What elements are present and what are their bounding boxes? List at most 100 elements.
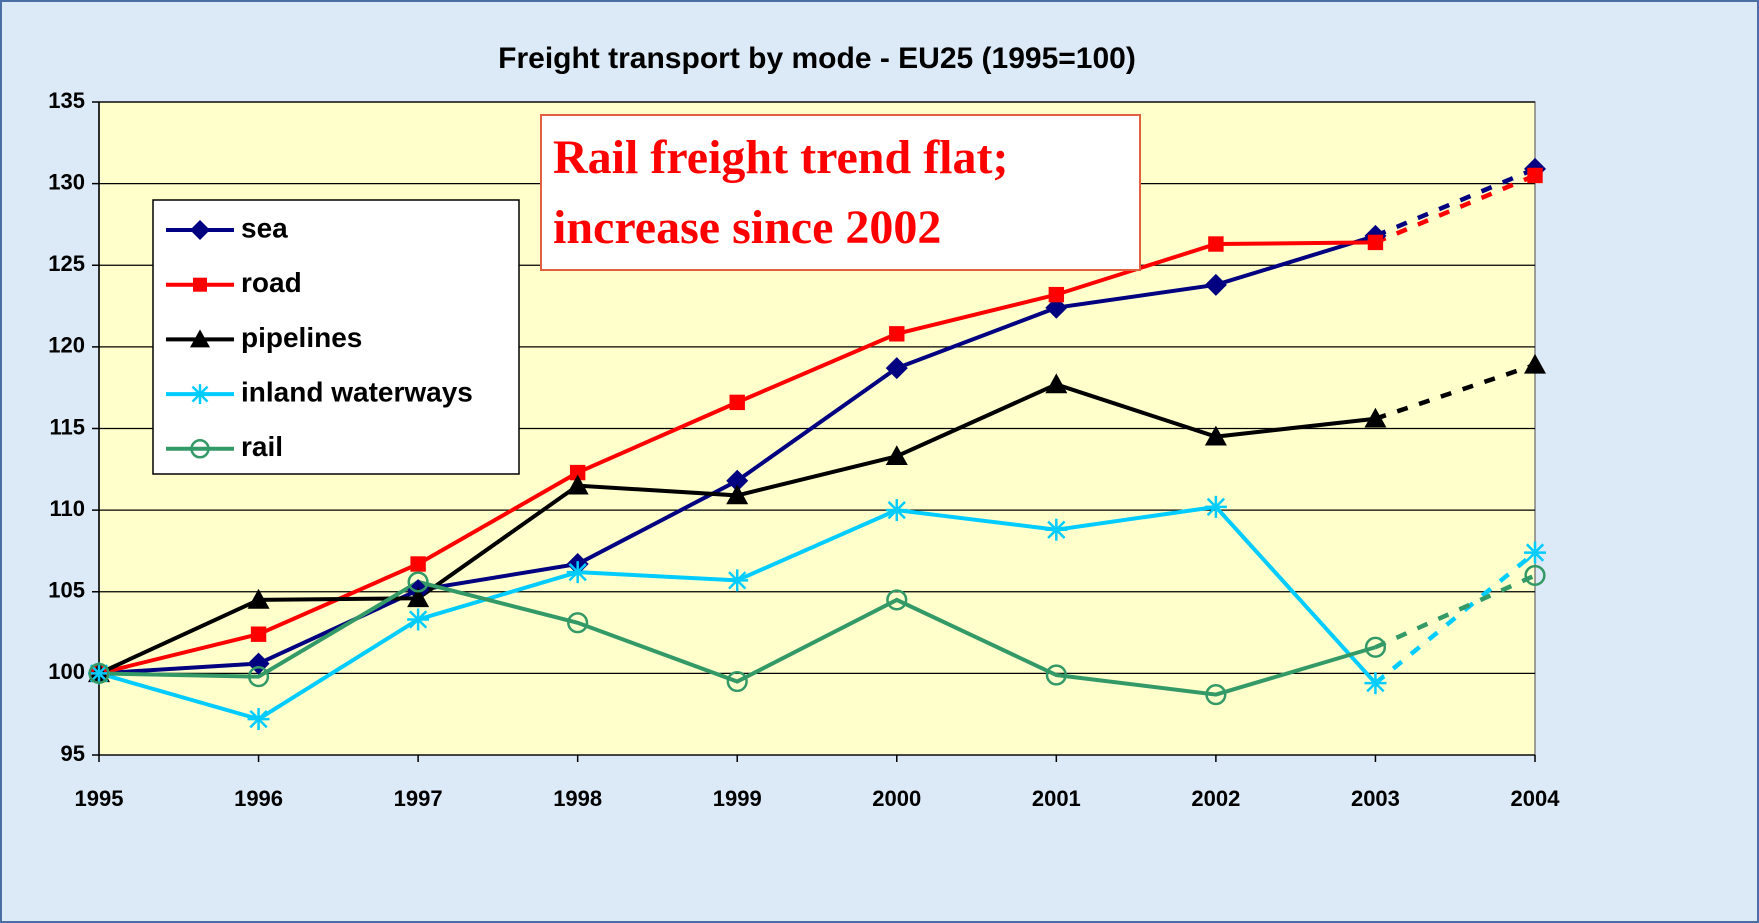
marker-shape	[887, 500, 906, 520]
marker	[247, 708, 270, 731]
y-tick-label: 120	[48, 333, 85, 358]
marker	[1524, 541, 1546, 564]
marker-shape	[889, 326, 905, 342]
x-tick-label: 1996	[234, 786, 283, 811]
marker	[1045, 518, 1068, 541]
marker-shape	[191, 385, 209, 403]
marker-shape	[407, 587, 430, 608]
y-tick-label: 125	[48, 251, 85, 276]
marker-shape	[1048, 286, 1065, 303]
chart-title: Freight transport by mode - EU25 (1995=1…	[498, 42, 1136, 75]
marker	[885, 357, 908, 380]
marker-shape	[1524, 353, 1546, 374]
y-tick-label: 105	[48, 578, 85, 603]
y-tick-label: 135	[48, 88, 85, 113]
marker	[407, 587, 430, 608]
marker-shape	[726, 484, 749, 505]
x-tick-label: 1995	[75, 786, 124, 811]
marker-shape	[1206, 497, 1226, 516]
marker	[729, 394, 745, 411]
series-dashed-segment	[1374, 166, 1536, 238]
series-dashed-segment	[1374, 173, 1536, 245]
marker	[889, 326, 905, 342]
marker-shape	[1364, 636, 1387, 658]
marker-shape	[1527, 167, 1543, 184]
legend-label: rail	[241, 431, 283, 462]
marker	[407, 608, 430, 631]
marker-shape	[1366, 674, 1385, 693]
marker-shape	[1204, 273, 1227, 296]
marker	[250, 626, 267, 642]
marker-shape	[410, 556, 426, 572]
marker-shape	[885, 445, 908, 466]
legend-label: road	[241, 267, 302, 298]
marker	[726, 484, 749, 505]
marker-shape	[408, 610, 428, 629]
marker	[1524, 564, 1546, 587]
x-tick-label: 1999	[713, 786, 762, 811]
marker	[1524, 353, 1546, 374]
marker	[407, 571, 429, 593]
marker	[566, 474, 589, 495]
marker	[1208, 236, 1224, 252]
marker	[885, 445, 908, 466]
series-dashed-segment	[1374, 573, 1536, 650]
y-tick-label: 130	[48, 169, 85, 194]
marker-shape	[1524, 564, 1546, 587]
marker	[247, 666, 270, 688]
marker	[1204, 273, 1227, 296]
marker-shape	[1204, 425, 1227, 446]
marker-shape	[247, 588, 270, 609]
annotation-text: increase since 2002	[553, 201, 941, 254]
x-tick-label: 2003	[1351, 786, 1400, 811]
series-dashed-segment	[1374, 362, 1536, 421]
marker	[885, 499, 908, 522]
marker	[1048, 286, 1065, 303]
legend-label: sea	[241, 212, 288, 243]
annotation-box	[540, 114, 1141, 271]
marker-shape	[885, 357, 908, 380]
marker-shape	[193, 277, 207, 292]
marker	[190, 384, 210, 405]
marker	[1045, 373, 1068, 394]
y-tick-label: 95	[61, 741, 85, 766]
marker-shape	[569, 464, 586, 481]
x-tick-label: 2004	[1511, 786, 1561, 811]
marker-shape	[247, 666, 270, 688]
marker-shape	[1525, 543, 1545, 562]
y-tick-label: 110	[50, 496, 86, 521]
marker	[1045, 664, 1067, 686]
marker	[88, 662, 110, 684]
marker-shape	[1045, 373, 1068, 394]
legend-label: inland waterways	[241, 376, 473, 407]
marker-shape	[726, 469, 749, 492]
marker-shape	[89, 664, 109, 683]
marker	[1364, 407, 1387, 428]
marker	[193, 277, 207, 292]
marker	[1364, 672, 1387, 695]
marker	[190, 439, 210, 459]
marker-shape	[567, 612, 589, 634]
y-tick-label: 115	[50, 414, 86, 439]
series-line	[98, 579, 1377, 697]
marker	[567, 612, 589, 634]
x-tick-label: 1998	[553, 786, 602, 811]
marker-shape	[190, 329, 210, 348]
annotation-text: Rail freight trend flat;	[553, 131, 1008, 184]
marker-shape	[886, 589, 908, 611]
marker-shape	[190, 439, 210, 459]
marker	[886, 589, 908, 611]
legend-box	[152, 199, 520, 475]
marker	[726, 569, 749, 592]
marker	[190, 329, 210, 348]
x-tick-label: 2002	[1191, 786, 1240, 811]
series-dashed-segment	[1374, 550, 1537, 685]
marker	[726, 670, 748, 693]
marker-shape	[566, 474, 589, 495]
marker-shape	[1045, 664, 1067, 686]
marker-shape	[729, 394, 745, 411]
marker-shape	[407, 571, 429, 593]
marker-shape	[1367, 234, 1384, 251]
